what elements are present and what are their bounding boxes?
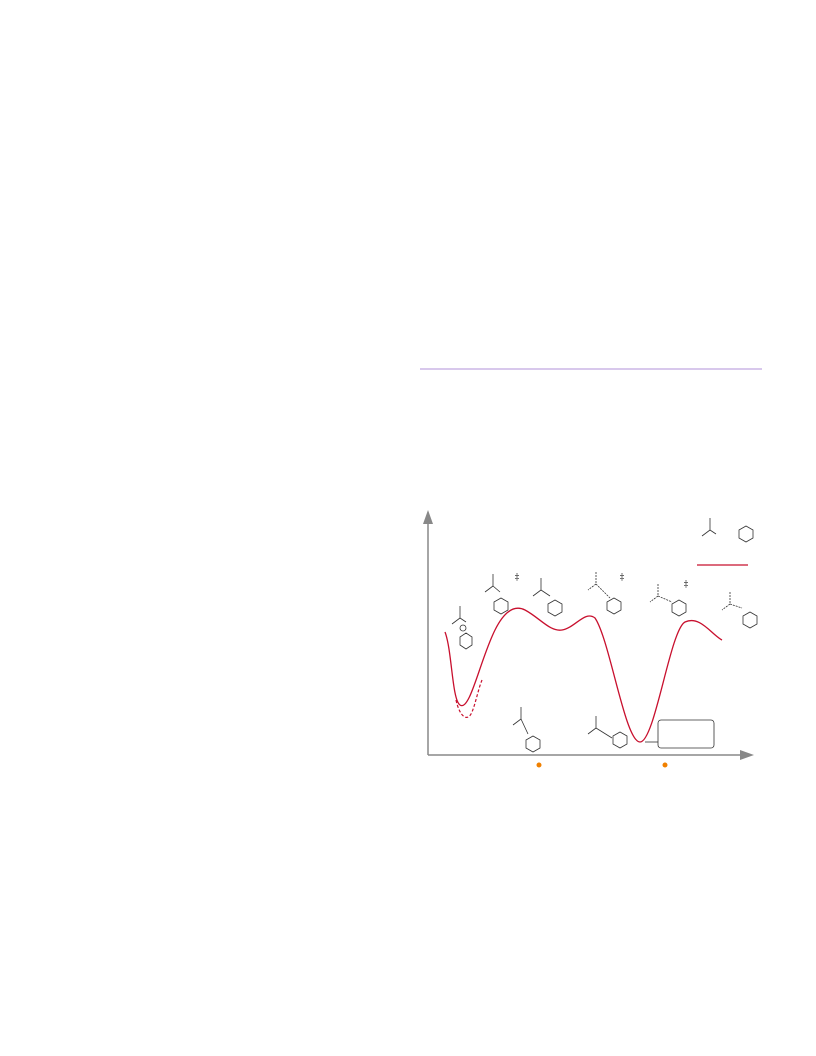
marker-dot [536, 762, 542, 768]
x-arrow [740, 750, 754, 760]
alt-curve [455, 679, 483, 718]
marker-dot [662, 762, 668, 768]
energy-curve [444, 607, 723, 743]
ts-marker: ‡ [515, 573, 520, 583]
ts-marker: ‡ [620, 573, 625, 583]
callout-box [657, 719, 715, 749]
y-arrow [423, 510, 433, 524]
ts-marker: ‡ [684, 580, 689, 590]
molecules [451, 518, 758, 753]
